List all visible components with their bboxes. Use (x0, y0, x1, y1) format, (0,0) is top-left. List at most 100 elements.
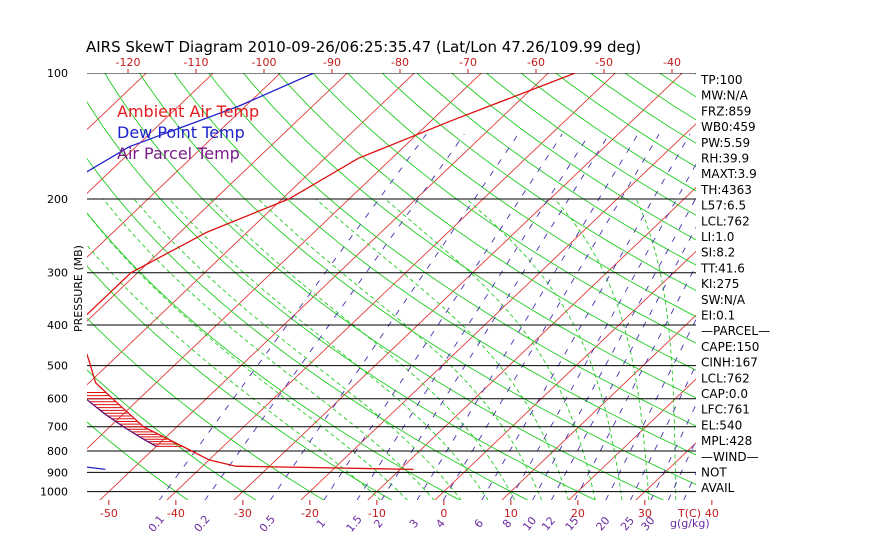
cape-hatch (87, 392, 182, 447)
dry-adiabat (312, 73, 696, 344)
index-entry: AVAIL (701, 481, 735, 495)
dry-adiabat (87, 317, 325, 500)
mixing-ratio-label: 20 (594, 514, 613, 533)
moist-adiabat (315, 198, 569, 500)
pressure-tick-label: 300 (47, 267, 68, 280)
mixing-ratio-line (416, 133, 639, 500)
index-entry: MAXT:3.9 (701, 167, 757, 181)
mixing-ratio-axis-label: g(g/kg) (670, 517, 710, 530)
top-temperature-ticks: -120 -110 -100 -90 -80 -70 -60 -50 -40 (116, 56, 681, 73)
dry-adiabat (485, 73, 696, 216)
dry-adiabat (346, 73, 696, 318)
mixing-ratio-line (204, 133, 465, 500)
index-entry: MW:N/A (701, 89, 749, 103)
dry-adiabat (450, 73, 696, 241)
isotherm-line (87, 73, 349, 322)
legend-entry: Dew Point Temp (117, 123, 245, 142)
dry-adiabat (277, 73, 696, 371)
index-entry: CAPE:150 (701, 340, 759, 354)
mixing-ratio-label: 10 (520, 514, 539, 533)
mixing-ratio-line (442, 133, 660, 500)
moist-adiabat (87, 212, 408, 500)
top-tick-label: -100 (252, 56, 277, 69)
dry-adiabat (416, 73, 696, 266)
index-entry: LCL:762 (701, 214, 750, 228)
index-entry: EL:540 (701, 418, 742, 432)
pressure-tick-label: 700 (47, 421, 68, 434)
dry-adiabat (381, 73, 696, 292)
isotherm-line (87, 73, 282, 258)
index-entry: —PARCEL— (701, 324, 770, 338)
isotherm-line (166, 73, 617, 500)
pressure-tick-label: 200 (47, 193, 68, 206)
legend-entry: Air Parcel Temp (117, 144, 240, 163)
series-line (87, 398, 157, 447)
dry-adiabat (87, 157, 529, 500)
moist-adiabat (209, 198, 516, 500)
index-entry: TP:100 (700, 73, 743, 87)
index-entry: SI:8.2 (701, 246, 735, 260)
isotherm-line (568, 378, 696, 500)
index-entry: EI:0.1 (701, 309, 735, 323)
pressure-axis-labels: 100 200 300 400 500 600 700 800 900 1000 (40, 67, 68, 499)
top-tick-label: -120 (116, 56, 141, 69)
mixing-ratio-line (380, 133, 610, 500)
mixing-ratio-line (509, 163, 696, 500)
mixing-ratio-line (605, 318, 696, 500)
index-entry: WB0:459 (701, 120, 756, 134)
mixing-ratio-label: 12 (539, 514, 558, 533)
bottom-tick-label: 10 (504, 507, 518, 520)
dry-adiabat (242, 73, 696, 399)
moist-adiabat (554, 198, 650, 500)
isotherm-line (0, 0, 43, 500)
moist-adiabat (133, 198, 462, 500)
mixing-ratio-label: 0.5 (257, 513, 278, 535)
top-tick-label: -80 (391, 56, 409, 69)
mixing-ratio-label: 0.1 (146, 513, 167, 535)
bottom-tick-label: -20 (301, 507, 319, 520)
index-entry: L57:6.5 (701, 199, 746, 213)
index-entry: LCL:762 (701, 371, 750, 385)
dry-adiabat (87, 101, 597, 500)
isotherm-line (635, 442, 696, 500)
moist-adiabat (102, 198, 435, 500)
top-tick-label: -50 (595, 56, 613, 69)
index-entry: LFC:761 (701, 403, 750, 417)
legend-entry: Ambient Air Temp (117, 102, 259, 121)
bottom-tick-label: -30 (234, 507, 252, 520)
isobar-lines (87, 73, 696, 493)
index-entry: CINH:167 (701, 356, 758, 370)
moist-adiabat (257, 198, 543, 500)
isotherm-line (99, 73, 550, 500)
index-entry: NOT (701, 466, 727, 480)
y-axis-label: PRESSURE (MB) (72, 245, 85, 332)
dry-adiabat (173, 73, 696, 456)
isotherm-line (367, 186, 696, 500)
plot-area (0, 0, 696, 500)
x-axis-label: T(C) (677, 507, 701, 520)
bottom-tick-label: 40 (705, 507, 719, 520)
mixing-ratio-line (269, 133, 519, 500)
mixing-ratio-label: 3 (407, 517, 421, 531)
pressure-tick-label: 900 (47, 466, 68, 479)
bottom-temperature-ticks: -50 -40 -30 -20 -10 0 10 20 30 40 (100, 500, 719, 520)
dry-adiabat (138, 73, 696, 485)
dry-adiabat (87, 369, 257, 500)
pressure-tick-label: 100 (47, 67, 68, 80)
pressure-tick-label: 500 (47, 360, 68, 373)
mixing-ratio-lines (158, 133, 696, 500)
top-tick-label: -60 (527, 56, 545, 69)
index-entry: SW:N/A (701, 293, 746, 307)
mixing-ratio-label: 25 (618, 514, 637, 533)
index-entry: TH:4363 (700, 183, 752, 197)
pressure-tick-label: 800 (47, 445, 68, 458)
mixing-ratio-line (158, 133, 427, 500)
index-entry: TT:41.6 (700, 261, 745, 275)
index-entry: MPL:428 (701, 434, 752, 448)
mixing-ratio-label: 1 (314, 517, 328, 531)
profile-series (87, 73, 576, 471)
index-entry: KI:275 (701, 277, 739, 291)
index-entry: RH:39.9 (701, 152, 749, 166)
